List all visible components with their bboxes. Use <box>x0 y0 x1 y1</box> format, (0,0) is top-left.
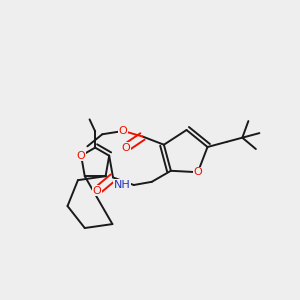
Text: O: O <box>93 186 102 196</box>
Text: O: O <box>194 167 202 177</box>
Text: NH: NH <box>113 180 130 190</box>
Text: O: O <box>119 126 128 136</box>
Text: O: O <box>77 151 85 161</box>
Text: O: O <box>122 143 130 153</box>
